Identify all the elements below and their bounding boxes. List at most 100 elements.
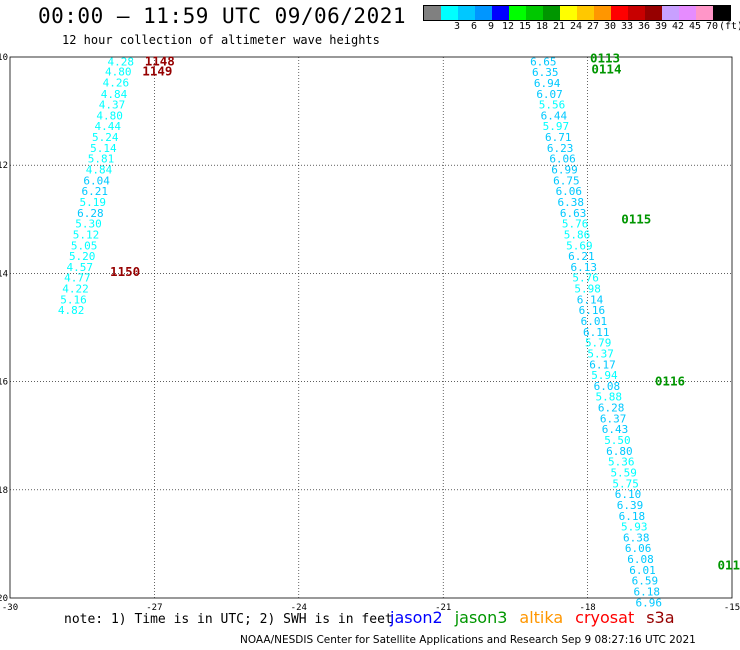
colorbar-swatch [509,6,526,20]
swh-value-label: 4.84 [86,164,113,177]
swh-value-label: 6.06 [556,185,583,198]
colorbar-swatch [424,6,441,20]
colorbar-tick-label: 45 [688,21,702,32]
pass-time-label: 0115 [621,211,651,226]
swh-value-label: 5.98 [574,283,601,296]
swh-value-label: 4.26 [103,76,130,89]
pass-time-label: 0117 [717,558,740,573]
footer-credit: NOAA/NESDIS Center for Satellite Applica… [240,634,696,646]
colorbar-tick-label: 33 [620,21,634,32]
colorbar-swatch [594,6,611,20]
x-tick-label: -24 [291,603,307,613]
colorbar-tick-label: 27 [586,21,600,32]
colorbar-swatch [526,6,543,20]
colorbar-tick-label: 6 [470,21,478,32]
colorbar-tick-label: 12 [501,21,515,32]
pass-time-label: 1148 [145,53,175,68]
swh-value-label: 6.18 [619,510,646,523]
pass-time-label: 1149 [142,64,172,79]
y-tick-label: -14 [0,269,8,279]
colorbar-swatch [662,6,679,20]
swh-value-label: 5.50 [604,434,631,447]
swh-value-label: 6.28 [77,207,104,220]
colorbar-tick-label: 15 [518,21,532,32]
colorbar-swatch [577,6,594,20]
swh-value-label: 5.88 [596,391,623,404]
swh-value-label: 6.10 [615,488,642,501]
colorbar-tick-label: 9 [487,21,495,32]
pass-time-label: 1150 [110,264,140,279]
swh-value-label: 5.76 [572,272,599,285]
swh-value-label: 6.38 [623,531,650,544]
swh-value-label: 5.56 [539,99,566,112]
swh-value-label: 4.84 [101,88,128,101]
x-tick-label: -21 [435,603,451,613]
colorbar-tick-label: 42 [671,21,685,32]
swh-value-label: 5.97 [543,120,570,133]
swh-colorbar [423,5,731,21]
swh-value-label: 6.01 [581,315,608,328]
swh-value-label: 5.14 [90,142,117,155]
swh-value-label: 4.22 [62,283,89,296]
swh-value-label: 6.99 [551,164,578,177]
swh-value-label: 6.04 [83,174,110,187]
swh-value-label: 5.69 [566,239,593,252]
colorbar-tick-label: 70 [705,21,719,32]
page-title: 00:00 – 11:59 UTC 09/06/2021 [38,4,407,28]
swh-value-label: 6.39 [617,499,644,512]
colorbar-swatch [475,6,492,20]
swh-value-label: 6.07 [536,88,563,101]
colorbar-swatch [645,6,662,20]
swh-value-label: 4.77 [64,272,91,285]
swh-value-label: 6.59 [632,575,659,588]
colorbar-swatch [628,6,645,20]
swh-value-label: 4.44 [94,120,121,133]
satellite-legend-item: jason3 [454,608,508,627]
pass-time-label: 0113 [590,51,620,66]
swh-value-label: 5.36 [608,456,635,469]
swh-value-label: 5.16 [60,293,87,306]
swh-value-label: 4.82 [58,304,85,317]
swh-value-label: 6.44 [541,109,568,122]
colorbar-swatch [696,6,713,20]
pass-time-label: 0114 [591,61,621,76]
swh-value-label: 5.86 [564,228,591,241]
swh-value-label: 4.80 [105,66,132,79]
swh-value-label: 6.21 [568,250,595,263]
swh-value-label: 6.75 [553,174,580,187]
colorbar-swatch [679,6,696,20]
satellite-legend-item: s3a [646,608,675,627]
swh-value-label: 5.93 [621,521,648,534]
swh-value-label: 6.06 [625,542,652,555]
colorbar-swatch [560,6,577,20]
swh-value-label: 4.57 [67,261,94,274]
swh-value-label: 6.08 [627,553,654,566]
swh-value-label: 6.21 [81,185,108,198]
swh-value-label: 5.30 [75,218,102,231]
swh-value-label: 4.28 [107,55,134,68]
y-tick-label: -12 [0,161,8,171]
colorbar-swatch [543,6,560,20]
swh-value-label: 6.96 [635,596,662,609]
swh-value-label: 5.79 [585,337,612,350]
swh-value-label: 5.94 [591,369,618,382]
colorbar-tick-label: 21 [552,21,566,32]
swh-value-label: 5.59 [610,466,637,479]
colorbar-swatch [458,6,475,20]
colorbar-tick-label: 24 [569,21,583,32]
swh-value-label: 5.20 [69,250,96,263]
colorbar-swatch [441,6,458,20]
swh-value-label: 6.38 [558,196,585,209]
swh-value-label: 6.37 [600,412,627,425]
swh-value-label: 6.65 [530,55,557,68]
satellite-legend-item: altika [519,608,564,627]
swh-value-label: 6.43 [602,423,629,436]
colorbar-unit-label: (ft) [718,21,740,32]
swh-value-label: 5.75 [612,477,639,490]
colorbar-tick-label: 30 [603,21,617,32]
colorbar-swatch [611,6,628,20]
swh-value-label: 6.06 [549,153,576,166]
colorbar-swatch [492,6,509,20]
